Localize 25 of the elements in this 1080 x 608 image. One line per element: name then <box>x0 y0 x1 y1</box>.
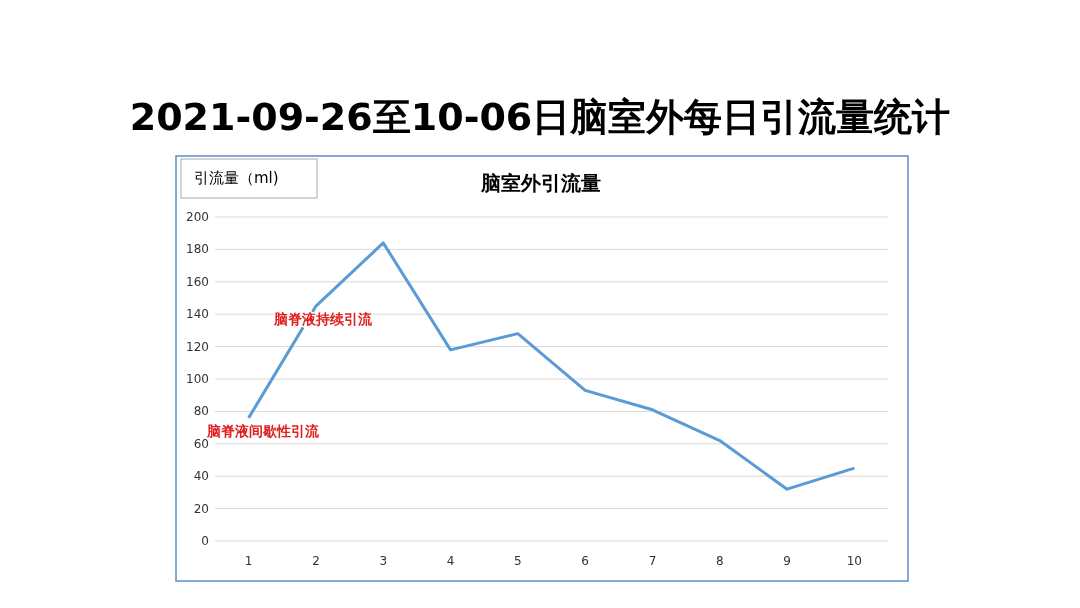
y-tick-label: 160 <box>186 274 209 289</box>
chart-subtitle: 脑室外引流量 <box>480 171 601 195</box>
x-tick-label: 3 <box>379 554 388 568</box>
x-tick-label: 4 <box>446 554 455 568</box>
y-tick-label: 20 <box>193 501 209 516</box>
y-tick-label: 80 <box>193 404 209 419</box>
y-tick-label: 60 <box>193 436 209 451</box>
x-tick-label: 7 <box>648 554 657 568</box>
y-tick-label: 180 <box>186 242 209 257</box>
x-tick-label: 6 <box>581 554 589 568</box>
y-tick-label: 0 <box>201 534 209 548</box>
x-tick-label: 2 <box>312 554 320 568</box>
annotation: 脑脊液间歇性引流 <box>205 422 320 439</box>
chart-title: 2021-09-26至10-06日脑室外每日引流量统计 <box>129 95 951 139</box>
y-axis-title: 引流量（ml) <box>194 169 279 187</box>
y-tick-label: 40 <box>193 469 209 484</box>
x-tick-label: 9 <box>783 554 791 568</box>
y-tick-label: 200 <box>186 210 209 224</box>
x-tick-label: 10 <box>846 554 862 568</box>
y-tick-label: 140 <box>186 307 209 322</box>
y-tick-label: 120 <box>186 339 209 354</box>
y-tick-label: 100 <box>186 372 209 386</box>
x-tick-label: 5 <box>514 554 522 568</box>
x-tick-label: 1 <box>244 554 253 568</box>
x-tick-label: 8 <box>715 554 724 568</box>
